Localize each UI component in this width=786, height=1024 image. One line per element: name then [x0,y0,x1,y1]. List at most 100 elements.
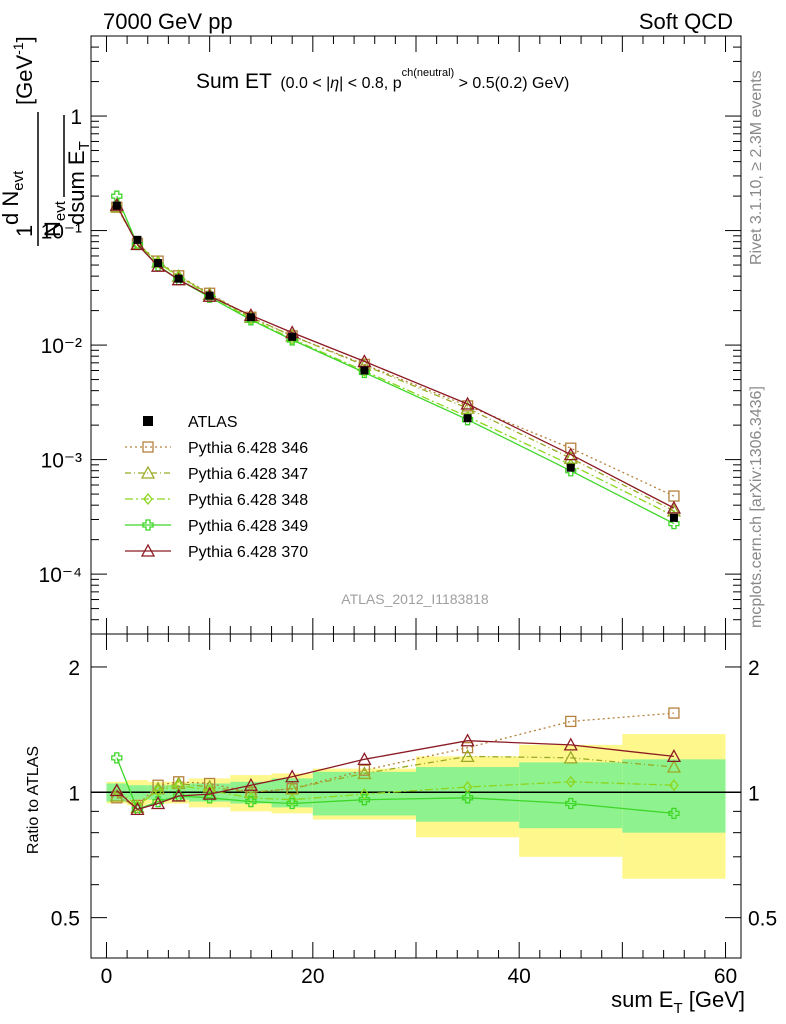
x-tick-label: 20 [301,965,324,988]
series-5-ratio-point [150,796,166,810]
legend-series-marker [140,465,156,479]
svg-text:d Nevt: d Nevt [0,170,27,225]
series-3-ratio-point [669,779,679,792]
x-tick-label: 0 [101,965,113,988]
series-4-ratio-point [358,794,371,806]
series-3-ratio-line [116,781,674,807]
series-5-point [357,354,372,368]
series-5-ratio-line [116,740,674,811]
atlas-data-point [360,366,369,375]
mcplots-source-label: mcplots.cern.ch [arXiv:1306.3436] [748,386,765,628]
plot-title: Sum ET (0.0 < |η| < 0.8, pch(neutral) > … [196,67,569,93]
main-panel: 10⁻⁴ 10⁻³ 10⁻² 10⁻¹ 1 Sum ET (0.0 < |η| < 0.… [39,35,742,635]
atlas-data-point [205,291,214,300]
series-4-ratio-point [111,752,123,764]
legend-series-marker [142,519,154,531]
series-4-ratio-point [245,795,257,808]
y-tick-label: 10⁻¹ [41,221,82,244]
series-5-ratio-point [109,783,124,797]
series-5-ratio-point [563,737,578,751]
atlas-data-point [174,274,183,283]
rivet-version-label: Rivet 3.1.10, ≥ 2.3M events [748,70,765,265]
series-3-ratio-point [246,791,256,804]
series-2-point [563,450,578,464]
ratio-tick-label-left: 1 [68,782,80,805]
series-5-ratio-point [130,802,145,816]
atlas-data-layer [112,201,678,522]
inner-band-bin [519,762,623,829]
series-5-point [460,396,475,410]
series-3-ratio-point [204,784,215,797]
series-3-ratio-point [462,780,473,794]
ratio-y-axis-label: Ratio to ATLAS [25,746,42,854]
series-4-ratio [111,752,680,820]
y-axis-label: 1 Nevt d Nevt dsum ET [GeV-1] [0,36,93,246]
series-5-point [666,500,682,514]
series-5-ratio-point [357,751,372,765]
series-1-ratio-point [668,707,680,719]
atlas-data-point [133,235,142,244]
atlas-data-point [669,513,678,522]
ratio-tick-label-right: 2 [748,657,760,680]
series-5-point [563,447,578,461]
series-5-line [116,204,675,509]
svg-text:Nevt: Nevt [40,200,69,237]
series-5-ratio-point [285,769,300,783]
x-tick-label: 60 [714,965,737,988]
ratio-series-layer [91,707,741,820]
svg-text:dsum ET: dsum ET [64,141,93,225]
y-tick-label: 1 [70,106,82,129]
series-4-ratio-point [668,807,680,820]
legend-series-label: Pythia 6.428 349 [188,518,308,535]
series-4-ratio-point [286,797,298,810]
main-axis-ticks: 10⁻⁴ 10⁻³ 10⁻² 10⁻¹ 1 [39,35,741,635]
svg-text:1: 1 [12,225,37,237]
series-2-ratio-point [202,779,217,793]
legend-atlas-marker [143,416,153,426]
series-4-ratio-point [152,795,164,808]
series-2-ratio-point [666,759,682,773]
legend-atlas-label: ATLAS [188,414,238,431]
legend-series-marker [143,492,153,506]
ratio-tick-label-left: 2 [68,657,80,680]
inner-band-bin [622,759,726,833]
ratio-tick-label-left: 0.5 [51,908,80,931]
legend-series-label: Pythia 6.428 370 [188,544,308,561]
series-5-point [130,237,145,251]
series-2-ratio-point [357,766,372,780]
ratio-tick-label-right: 1 [748,782,760,805]
series-5-ratio-point [460,733,475,747]
y-tick-label: 10⁻³ [41,450,82,473]
series-4-ratio-point [204,792,216,804]
analysis-watermark: ATLAS_2012_I1183818 [341,591,489,607]
atlas-data-point [112,201,121,210]
series-4-ratio-line [116,757,674,815]
legend-series-marker [142,441,154,453]
legend-series-label: Pythia 6.428 346 [188,440,308,457]
series-1-ratio-point [461,742,474,754]
series-5-ratio-point [171,788,186,802]
series-4-ratio-point [565,797,577,810]
x-tick-label: 40 [507,965,530,988]
series-5-ratio-point [243,777,259,791]
legend-series-label: Pythia 6.428 348 [188,492,308,509]
inner-band-bin [416,767,520,822]
series-5-ratio-point [666,748,682,763]
header-right: Soft QCD [639,9,733,34]
series-4-point [111,190,123,202]
atlas-data-point [154,259,163,268]
atlas-data-point [246,313,255,322]
series-3-ratio-point [565,775,576,788]
series-5-ratio-point [202,786,217,800]
ratio-panel: 0 20 40 60 0.5 0.5 1 1 2 2 [51,633,777,988]
series-3-ratio-point [153,784,163,797]
svg-text:[GeV-1]: [GeV-1] [10,36,37,105]
ratio-tick-label-right: 0.5 [748,908,777,931]
series-5-ratio [109,733,682,816]
series-1-ratio-line [116,712,674,807]
legend: ATLAS Pythia 6.428 346 Pythia 6.428 347 Pyt… [125,414,308,561]
atlas-data-point [288,332,297,341]
atlas-data-point [463,414,472,423]
y-tick-label: 10⁻⁴ [39,564,82,587]
